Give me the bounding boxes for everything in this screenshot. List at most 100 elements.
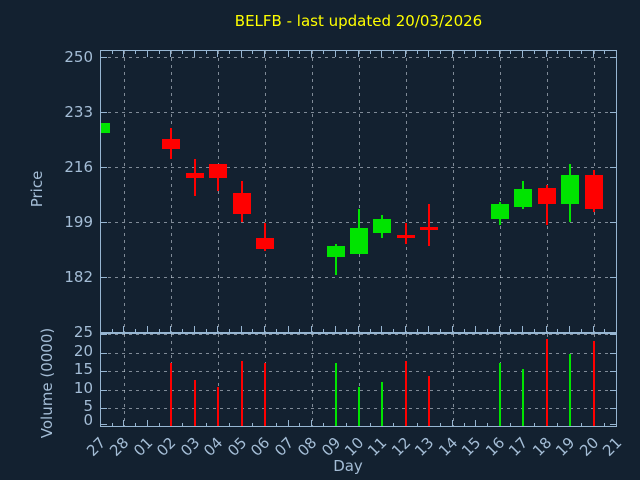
x-tick-mark xyxy=(475,420,477,426)
x-minor-tick-mark xyxy=(182,51,184,54)
x-minor-tick-mark xyxy=(440,329,442,332)
candle-body xyxy=(373,218,392,234)
x-tick-mark xyxy=(193,326,195,332)
candle-body xyxy=(537,187,556,204)
price-tick-mark xyxy=(101,112,107,114)
price-tick-label: 233 xyxy=(64,103,93,122)
candle-body xyxy=(256,237,275,250)
volume-tick-label: 10 xyxy=(73,378,93,397)
x-tick-mark xyxy=(146,420,148,426)
x-minor-tick-mark xyxy=(229,423,230,426)
candle-body xyxy=(209,163,228,179)
x-tick-mark xyxy=(404,51,406,57)
x-minor-tick-mark xyxy=(533,329,535,332)
x-minor-tick-mark xyxy=(322,423,324,426)
x-tick-mark xyxy=(381,326,383,332)
x-tick-mark xyxy=(569,51,571,57)
x-minor-tick-mark xyxy=(158,423,160,426)
x-tick-mark xyxy=(404,326,406,332)
volume-bar xyxy=(498,363,501,426)
x-minor-tick-mark xyxy=(557,423,559,426)
price-vertical-gridline xyxy=(265,51,267,332)
x-tick-mark xyxy=(569,326,571,332)
x-minor-tick-mark xyxy=(510,51,512,54)
price-tick-mark xyxy=(610,57,616,59)
x-minor-tick-mark xyxy=(252,51,254,54)
volume-vertical-gridline xyxy=(312,334,314,426)
volume-tick-mark xyxy=(610,371,616,373)
x-minor-tick-mark xyxy=(463,329,465,332)
x-minor-tick-mark xyxy=(299,329,301,332)
x-tick-mark xyxy=(170,51,172,57)
x-tick-mark xyxy=(381,51,383,57)
price-tick-mark xyxy=(610,222,616,224)
volume-tick-mark xyxy=(101,371,107,373)
volume-horizontal-gridline xyxy=(101,371,616,373)
x-tick-mark xyxy=(428,51,430,57)
volume-tick-mark xyxy=(101,424,107,425)
x-tick-mark xyxy=(100,420,101,426)
x-minor-tick-mark xyxy=(416,51,418,54)
x-minor-tick-mark xyxy=(252,423,254,426)
price-horizontal-gridline xyxy=(101,57,616,59)
price-horizontal-gridline xyxy=(101,277,616,279)
x-minor-tick-mark xyxy=(440,51,442,54)
x-minor-tick-mark xyxy=(440,423,442,426)
x-tick-mark xyxy=(451,420,453,426)
price-axis-label: Price xyxy=(28,170,46,208)
x-tick-mark xyxy=(264,326,266,332)
x-minor-tick-mark xyxy=(604,423,606,426)
x-tick-mark xyxy=(451,51,453,57)
candle-body xyxy=(162,139,181,149)
x-minor-tick-mark xyxy=(111,329,113,332)
volume-bar xyxy=(170,363,173,426)
volume-bar xyxy=(381,381,384,426)
volume-bar xyxy=(240,361,243,426)
x-minor-tick-mark xyxy=(393,51,395,54)
volume-bar xyxy=(569,353,572,426)
x-tick-mark xyxy=(616,420,617,426)
candle-body xyxy=(420,226,439,230)
x-tick-mark xyxy=(616,51,617,57)
candle-body xyxy=(185,173,204,179)
x-tick-mark xyxy=(616,326,617,332)
volume-bar xyxy=(358,387,360,426)
x-minor-tick-mark xyxy=(487,329,488,332)
candle-body xyxy=(396,234,415,238)
price-vertical-gridline xyxy=(359,51,360,332)
volume-vertical-gridline xyxy=(218,334,220,426)
x-minor-tick-mark xyxy=(275,329,277,332)
x-tick-mark xyxy=(498,51,500,57)
candle-wick xyxy=(545,184,548,225)
x-tick-mark xyxy=(146,326,148,332)
volume-vertical-gridline xyxy=(124,334,126,426)
x-minor-tick-mark xyxy=(557,51,559,54)
price-tick-mark xyxy=(101,57,107,59)
candle-body xyxy=(561,174,580,204)
volume-tick-label: 0 xyxy=(83,411,93,429)
volume-bar xyxy=(592,341,595,426)
x-tick-mark xyxy=(592,51,594,57)
x-minor-tick-mark xyxy=(275,423,277,426)
volume-tick-mark xyxy=(101,352,107,354)
x-minor-tick-mark xyxy=(135,51,137,54)
price-tick-label: 199 xyxy=(64,213,93,232)
x-minor-tick-mark xyxy=(135,329,137,332)
candle-body xyxy=(350,228,368,255)
price-panel xyxy=(100,50,617,333)
volume-tick-mark xyxy=(101,334,107,336)
volume-tick-mark xyxy=(101,389,107,391)
x-tick-mark xyxy=(193,51,195,57)
volume-bar xyxy=(522,368,525,426)
x-minor-tick-mark xyxy=(182,423,184,426)
x-tick-mark xyxy=(498,326,500,332)
x-minor-tick-mark xyxy=(580,51,582,54)
x-tick-mark xyxy=(522,51,524,57)
x-tick-mark xyxy=(545,326,547,332)
volume-tick-mark xyxy=(101,408,107,410)
x-minor-tick-mark xyxy=(229,329,230,332)
x-tick-mark xyxy=(123,420,125,426)
volume-tick-mark xyxy=(610,408,616,410)
x-minor-tick-mark xyxy=(533,423,535,426)
